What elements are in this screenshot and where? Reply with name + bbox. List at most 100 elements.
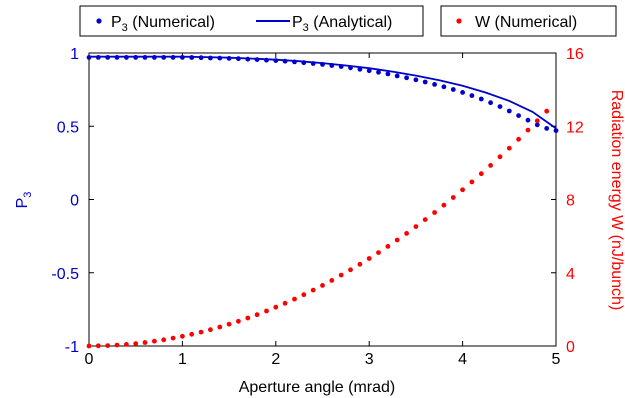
legend-label-p3-numerical: P3 (Numerical) (111, 14, 215, 34)
data-point-w-numerical (394, 237, 400, 243)
data-point-w-numerical (478, 171, 484, 177)
right-y-tick-label: 4 (566, 266, 575, 283)
data-point-w-numerical (357, 261, 363, 267)
right-y-tick-label: 12 (566, 119, 584, 136)
data-point-p3-numerical (534, 122, 540, 128)
data-point-w-numerical (320, 283, 325, 288)
plot-area (88, 52, 557, 347)
data-point-w-numerical (264, 308, 269, 314)
data-point-p3-numerical (525, 117, 531, 123)
data-point-w-numerical (105, 343, 111, 348)
data-point-p3-numerical (469, 93, 475, 98)
data-point-p3-numerical (460, 90, 465, 95)
left-y-axis-title-main: P (14, 198, 31, 209)
left-y-tick-label: 0 (70, 193, 79, 210)
left-y-tick-label: -1 (65, 339, 79, 356)
data-point-w-numerical (366, 256, 372, 261)
right-y-tick-label: 0 (566, 339, 575, 356)
data-point-w-numerical (152, 338, 157, 344)
data-point-w-numerical (338, 272, 344, 278)
legend-marker-w-numerical (456, 18, 462, 24)
left-y-axis: -1 -0.5 0 0.5 1 (51, 46, 94, 356)
data-point-p3-numerical (422, 79, 428, 85)
x-tick-label: 4 (458, 351, 467, 368)
data-point-w-numerical (422, 217, 428, 223)
data-point-w-numerical (497, 154, 503, 160)
series-layer (86, 55, 559, 349)
data-point-w-numerical (469, 179, 475, 185)
series-line-p3-analytical (89, 55, 557, 130)
data-point-p3-numerical (488, 100, 493, 106)
data-point-w-numerical (460, 187, 465, 193)
legend-label-p3-analytical-suffix: (Analytical) (309, 14, 393, 31)
x-tick-label: 5 (552, 351, 561, 368)
data-point-w-numerical (142, 340, 148, 345)
legend-label-p3-analytical-prefix: P (292, 14, 303, 31)
data-point-w-numerical (189, 331, 195, 337)
data-point-p3-numerical (394, 73, 400, 79)
data-point-w-numerical (413, 224, 419, 230)
data-point-w-numerical (226, 321, 232, 327)
data-point-w-numerical (404, 231, 409, 236)
left-y-axis-title: P3 (14, 192, 34, 209)
data-point-p3-numerical (553, 128, 559, 134)
legend-box-w (440, 5, 617, 37)
data-point-p3-numerical (441, 84, 447, 90)
data-point-w-numerical (133, 341, 139, 346)
data-point-w-numerical (516, 136, 521, 142)
data-point-w-numerical (161, 337, 167, 343)
legend-label-p3-analytical: P3 (Analytical) (292, 14, 392, 34)
data-point-w-numerical (95, 343, 101, 349)
right-y-tick-label: 16 (566, 46, 584, 63)
right-y-axis-title: Radiation energy W (nJ/bunch) (608, 90, 625, 311)
right-y-tick-label: 8 (566, 193, 575, 210)
data-point-w-numerical (170, 335, 176, 341)
left-y-tick-label: 0.5 (57, 119, 79, 136)
data-point-w-numerical (450, 195, 456, 200)
data-point-w-numerical (114, 342, 120, 348)
legend-label-w-numerical-text: W (Numerical) (475, 14, 577, 31)
data-point-w-numerical (506, 145, 512, 151)
legend-box-p3 (79, 5, 424, 37)
data-point-w-numerical (441, 202, 447, 208)
data-point-p3-numerical (450, 87, 456, 92)
data-point-p3-numerical (544, 125, 550, 131)
data-point-w-numerical (282, 300, 288, 306)
data-point-p3-numerical (516, 113, 521, 118)
x-axis-title: Aperture angle (mrad) (239, 379, 396, 396)
data-point-p3-numerical (413, 77, 419, 83)
data-point-p3-numerical (404, 75, 409, 81)
data-point-w-numerical (254, 312, 260, 318)
data-point-p3-numerical (385, 71, 391, 77)
x-axis: 0 1 2 3 4 5 (85, 53, 561, 368)
x-tick-label: 3 (365, 351, 374, 368)
data-point-w-numerical (245, 315, 251, 321)
left-y-axis-title-sub: 3 (22, 192, 34, 198)
data-point-w-numerical (180, 333, 185, 339)
x-tick-label: 0 (85, 351, 94, 368)
data-point-w-numerical (292, 296, 297, 302)
data-point-p3-numerical (506, 108, 512, 114)
data-point-w-numerical (488, 163, 493, 168)
data-point-w-numerical (124, 342, 129, 347)
data-point-w-numerical (236, 318, 241, 324)
data-point-p3-numerical (497, 104, 503, 109)
data-point-w-numerical (86, 343, 92, 349)
data-point-w-numerical (385, 244, 391, 249)
data-point-w-numerical (310, 287, 316, 293)
data-point-w-numerical (273, 304, 279, 310)
legend-label-p3-numerical-suffix: (Numerical) (128, 14, 215, 31)
right-y-axis: 0 4 8 12 16 (551, 46, 584, 356)
data-point-w-numerical (198, 329, 204, 335)
data-point-w-numerical (348, 267, 353, 273)
legend-label-w-numerical: W (Numerical) (475, 14, 577, 31)
data-point-p3-numerical (432, 82, 437, 87)
data-point-p3-numerical (478, 96, 484, 102)
data-point-w-numerical (534, 118, 540, 124)
legend-marker-p3-numerical (96, 18, 102, 24)
data-point-w-numerical (329, 278, 335, 283)
left-y-tick-label: -0.5 (51, 266, 79, 283)
data-point-w-numerical (376, 250, 381, 256)
data-point-w-numerical (208, 327, 213, 333)
